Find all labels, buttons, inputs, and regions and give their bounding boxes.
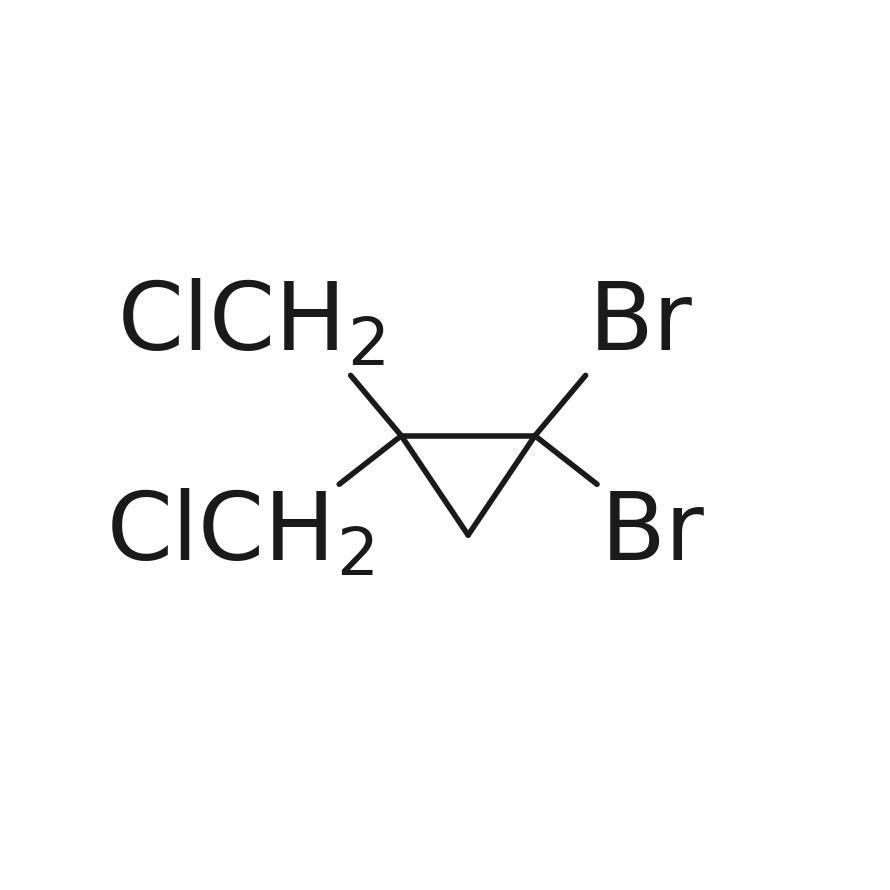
Text: ClCH: ClCH — [118, 278, 347, 370]
Text: Br: Br — [589, 278, 693, 370]
Text: ClCH: ClCH — [107, 488, 336, 579]
Text: $_2$: $_2$ — [336, 488, 374, 579]
Text: $_2$: $_2$ — [347, 278, 385, 370]
Text: Br: Br — [601, 488, 704, 579]
